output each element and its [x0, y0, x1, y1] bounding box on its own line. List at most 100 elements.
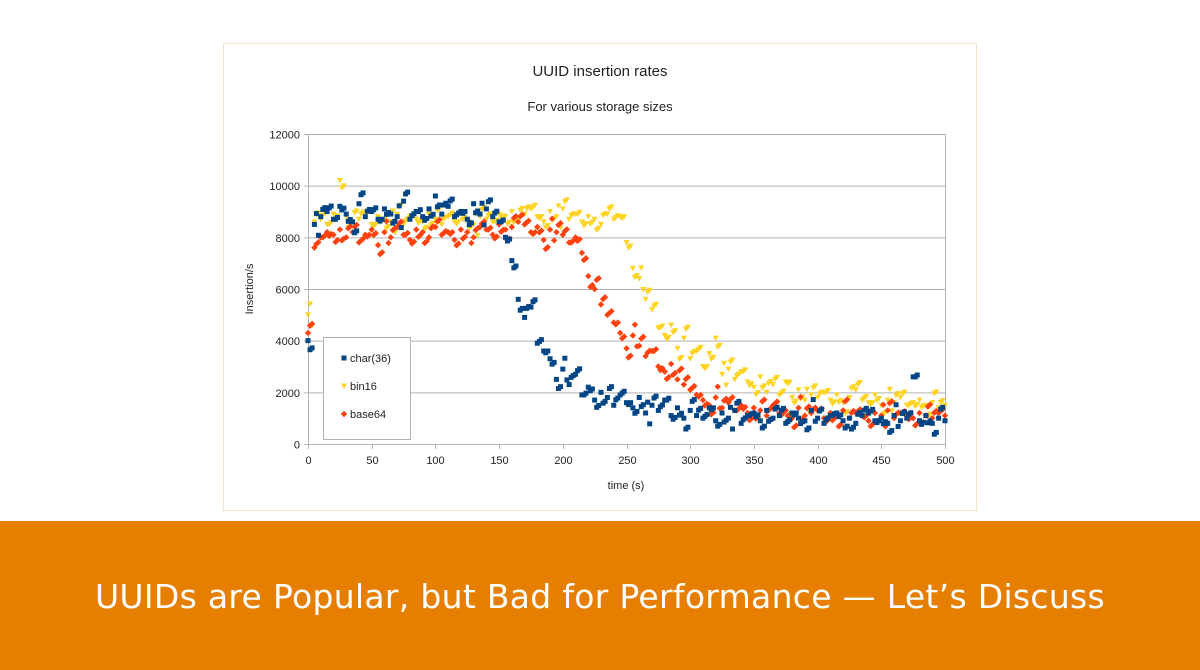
data-points — [304, 178, 949, 437]
data-point — [544, 222, 551, 229]
data-point — [831, 415, 838, 422]
data-point — [381, 206, 387, 212]
data-point — [557, 219, 564, 227]
data-point — [871, 409, 879, 417]
data-point — [640, 402, 646, 408]
data-point — [532, 202, 539, 209]
data-point — [474, 232, 481, 239]
data-point — [332, 238, 339, 246]
data-point — [629, 332, 637, 339]
data-point — [712, 394, 719, 401]
data-point — [356, 201, 362, 207]
data-point — [821, 420, 827, 426]
y-tick-label: 8000 — [276, 233, 300, 245]
data-point — [757, 407, 764, 414]
data-point — [589, 386, 595, 392]
data-point — [789, 395, 796, 401]
data-point — [604, 211, 611, 218]
data-point — [774, 404, 780, 410]
data-point — [566, 216, 573, 223]
data-point — [578, 249, 586, 257]
x-tick-label: 150 — [490, 455, 508, 467]
data-point — [307, 301, 314, 307]
data-point — [385, 223, 392, 230]
data-point — [343, 211, 349, 217]
data-point — [694, 413, 700, 419]
data-point — [563, 197, 570, 203]
data-point — [897, 395, 904, 401]
data-point — [679, 410, 685, 416]
data-point — [732, 407, 738, 413]
x-tick-label: 500 — [936, 455, 954, 467]
x-tick-label: 300 — [681, 455, 699, 467]
title-banner: UUIDs are Popular, but Bad for Performan… — [0, 521, 1200, 670]
data-point — [936, 415, 942, 421]
data-point — [621, 214, 628, 220]
data-point — [719, 410, 725, 416]
data-point — [470, 234, 477, 241]
data-point — [929, 420, 935, 426]
data-point — [547, 209, 554, 215]
data-point — [661, 368, 668, 375]
data-point — [942, 418, 948, 424]
data-point — [770, 382, 777, 388]
data-point — [878, 412, 885, 419]
data-point — [468, 239, 475, 247]
data-point — [710, 354, 717, 361]
data-point — [438, 221, 445, 228]
data-point — [561, 227, 569, 235]
data-point — [681, 415, 687, 421]
data-point — [795, 387, 802, 393]
data-point — [638, 335, 645, 342]
data-point — [923, 413, 929, 419]
data-point — [442, 227, 450, 235]
data-point — [562, 355, 568, 361]
data-point — [372, 221, 379, 228]
legend-marker-triangle-down-icon — [341, 383, 347, 389]
data-point — [445, 203, 451, 209]
data-point — [764, 407, 770, 413]
data-point — [863, 412, 870, 419]
data-point — [876, 418, 882, 424]
data-point — [652, 345, 660, 353]
data-point — [468, 220, 474, 226]
data-point — [596, 403, 602, 409]
data-point — [891, 413, 897, 419]
data-point — [481, 222, 487, 228]
data-point — [893, 402, 899, 408]
data-point — [522, 314, 528, 320]
data-point — [843, 396, 851, 403]
x-axis-label: time (s) — [608, 480, 645, 492]
data-point — [786, 379, 793, 385]
data-point — [850, 407, 857, 415]
data-point — [464, 228, 471, 236]
x-tick-label: 0 — [305, 455, 311, 467]
data-point — [706, 351, 713, 357]
data-point — [674, 376, 681, 383]
data-point — [621, 388, 627, 394]
data-point — [648, 307, 655, 313]
data-point — [398, 218, 405, 225]
data-point — [532, 297, 538, 303]
data-point — [856, 406, 864, 413]
data-point — [455, 240, 462, 247]
data-point — [305, 338, 311, 344]
data-point — [801, 397, 808, 404]
data-point — [665, 373, 672, 381]
data-point — [368, 226, 375, 233]
data-point — [834, 410, 840, 416]
data-point — [531, 228, 539, 236]
data-point — [598, 389, 604, 395]
data-point — [315, 232, 321, 238]
data-point — [704, 364, 711, 370]
legend-label: char(36) — [350, 353, 391, 365]
data-point — [502, 214, 509, 220]
x-tick-label: 350 — [745, 455, 763, 467]
data-point — [341, 205, 347, 211]
data-point — [491, 235, 498, 242]
data-point — [691, 382, 698, 390]
data-point — [582, 255, 590, 262]
data-point — [413, 226, 420, 233]
data-point — [515, 296, 521, 302]
data-point — [884, 397, 891, 404]
